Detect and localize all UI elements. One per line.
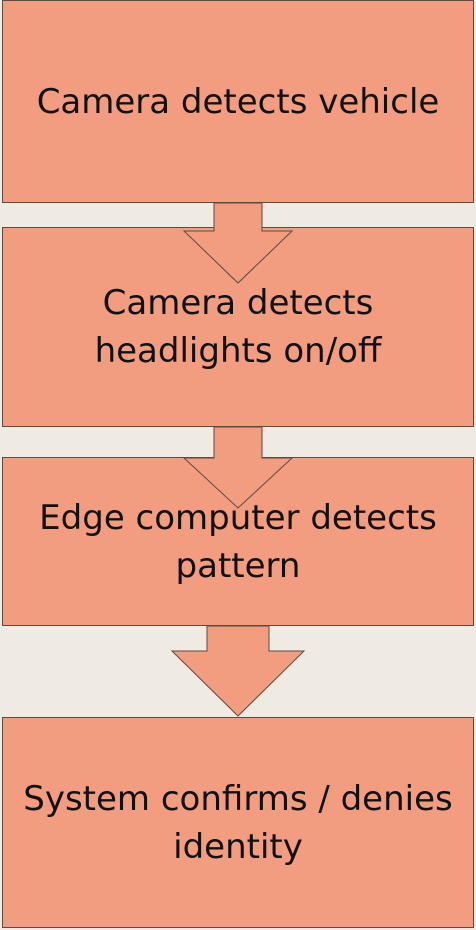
step-box-camera-detects-headlights: Camera detects headlights on/off xyxy=(2,227,474,427)
step-label: System confirms / denies identity xyxy=(23,778,453,867)
step-label: Edge computer detects pattern xyxy=(39,497,437,586)
step-label: Camera detects headlights on/off xyxy=(94,283,382,371)
step-box-camera-detects-vehicle: Camera detects vehicle xyxy=(2,0,474,203)
step-box-system-confirms-identity: System confirms / denies identity xyxy=(2,717,474,928)
step-label: Camera detects vehicle xyxy=(36,81,440,122)
step-box-edge-computer-detects-pattern: Edge computer detects pattern xyxy=(2,457,474,626)
